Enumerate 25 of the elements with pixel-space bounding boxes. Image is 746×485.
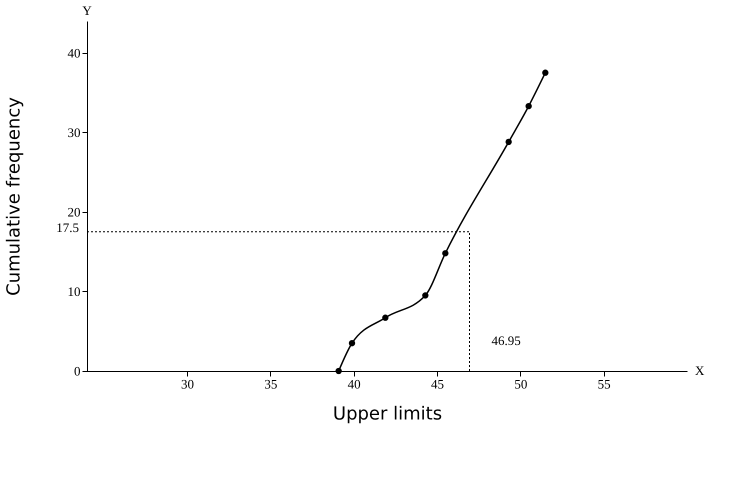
point <box>542 70 548 76</box>
text: X <box>695 363 705 378</box>
x-tick-label: 30 <box>181 376 194 392</box>
point <box>348 340 356 346</box>
y-tick-label: 0 <box>74 364 80 378</box>
x-tick-label: 35 <box>264 376 278 392</box>
y-axis-title: Cumulative frequency <box>4 96 24 296</box>
y-tick-label: 20 <box>68 204 80 220</box>
y-tick-label: 40 <box>68 45 80 60</box>
point <box>526 102 532 110</box>
ref-line-label: 17.5 <box>56 220 79 235</box>
x-tick-label: 40 <box>348 376 361 392</box>
text: Y <box>82 3 92 18</box>
y-tick-label: 30 <box>68 124 80 140</box>
point <box>336 368 342 374</box>
point <box>382 314 388 321</box>
point <box>422 292 428 299</box>
ref-line-label: 46.95 <box>492 333 521 348</box>
x-tick-label: 55 <box>598 376 611 392</box>
point <box>442 250 448 256</box>
x-tick-label: 50 <box>514 376 528 392</box>
x-tick-label: 45 <box>431 376 444 392</box>
x-axis-title: Upper limits <box>332 404 442 424</box>
y-tick-label: 10 <box>68 284 80 299</box>
point <box>506 138 512 146</box>
